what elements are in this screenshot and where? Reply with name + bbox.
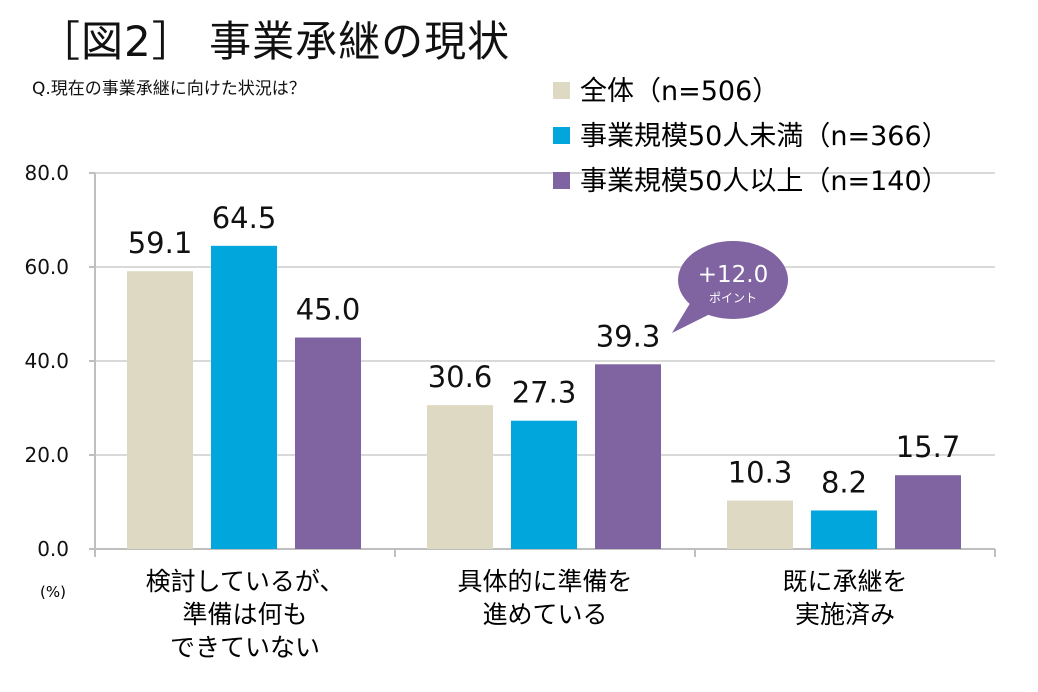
data-label: 45.0 (296, 293, 361, 327)
bar (727, 500, 793, 549)
bar (811, 510, 877, 549)
data-label: 30.6 (428, 360, 493, 394)
data-label: 8.2 (821, 465, 867, 499)
x-tick-label: 実施済み (795, 600, 895, 629)
bar (595, 364, 661, 549)
x-tick-label: できていない (170, 633, 320, 662)
bar (427, 405, 493, 549)
y-axis-unit: (%) (40, 583, 66, 601)
callout-bubble (678, 241, 788, 319)
y-tick-label: 0.0 (37, 537, 69, 561)
chart-subtitle: Q.現在の事業承継に向けた状況は？ (32, 79, 306, 99)
data-label: 59.1 (128, 226, 193, 260)
legend-label: 事業規模50人未満（n=366） (580, 121, 949, 152)
legend-label: 全体（n=506） (580, 76, 779, 107)
callout-unit: ポイント (709, 291, 757, 305)
data-label: 27.3 (512, 376, 577, 410)
bar (295, 337, 361, 549)
bar (127, 271, 193, 549)
x-tick-label: 進めている (482, 600, 607, 629)
bar (895, 475, 961, 549)
x-tick-label: 具体的に準備を (457, 567, 632, 596)
legend-swatch (553, 172, 570, 189)
legend-label: 事業規模50人以上（n=140） (580, 166, 949, 197)
data-label: 39.3 (596, 319, 661, 353)
y-tick-label: 40.0 (24, 349, 69, 373)
bar (511, 420, 577, 549)
legend-swatch (553, 127, 570, 144)
bar (211, 245, 277, 549)
x-tick-label: 準備は何も (182, 600, 307, 629)
callout-value: +12.0 (698, 262, 768, 288)
data-label: 64.5 (212, 201, 277, 235)
x-tick-label: 検討しているが、 (146, 567, 345, 596)
y-tick-label: 80.0 (24, 161, 69, 185)
data-label: 10.3 (728, 456, 793, 490)
chart-title: ［図2］ 事業承継の現状 (38, 17, 511, 66)
y-tick-label: 20.0 (24, 443, 69, 467)
y-tick-label: 60.0 (24, 255, 69, 279)
x-tick-label: 既に承継を (782, 567, 907, 596)
data-label: 15.7 (896, 430, 961, 464)
legend-swatch (553, 82, 570, 99)
